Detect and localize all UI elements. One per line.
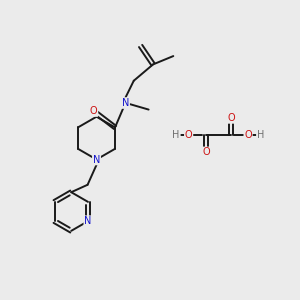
Text: O: O bbox=[90, 106, 98, 116]
Text: H: H bbox=[257, 130, 264, 140]
Text: O: O bbox=[185, 130, 193, 140]
Text: N: N bbox=[93, 154, 100, 164]
Text: N: N bbox=[122, 98, 129, 108]
Text: H: H bbox=[172, 130, 180, 140]
Text: O: O bbox=[202, 147, 210, 158]
Text: N: N bbox=[84, 216, 92, 226]
Text: O: O bbox=[227, 113, 235, 123]
Text: O: O bbox=[244, 130, 252, 140]
